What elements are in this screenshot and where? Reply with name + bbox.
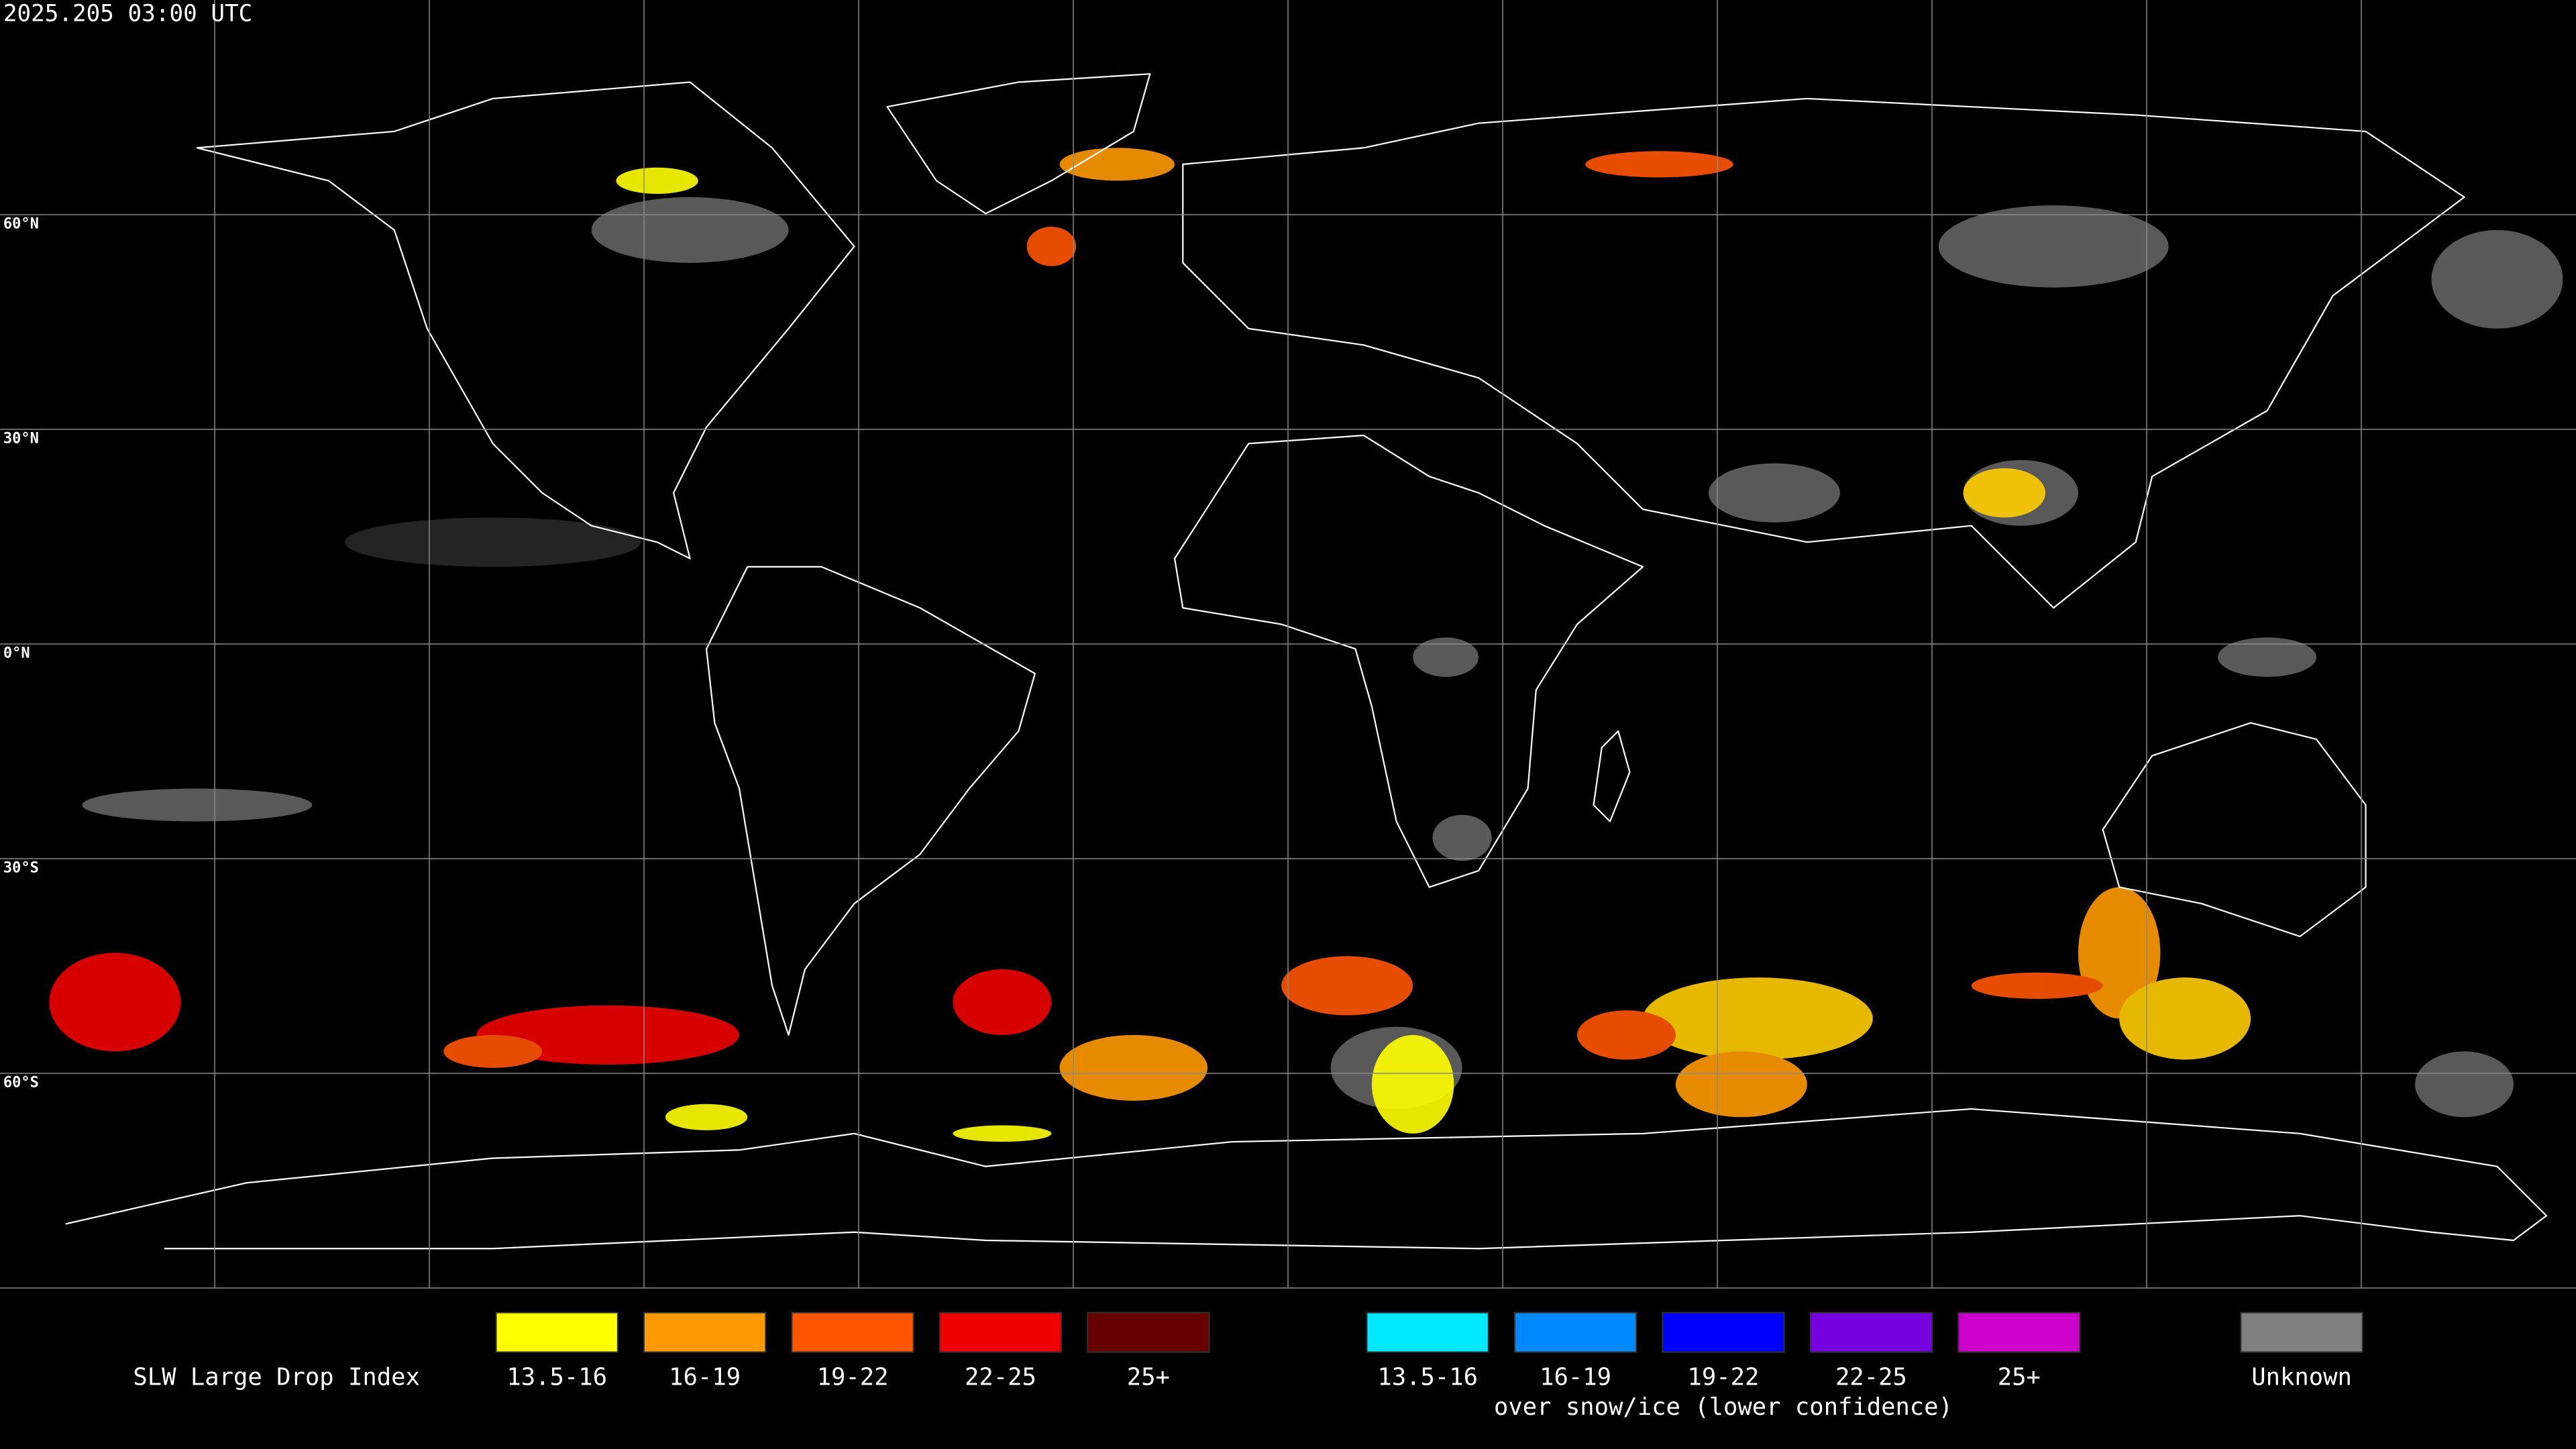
latitude-label: 60°S — [3, 1075, 39, 1091]
latitude-label: 0°N — [3, 645, 30, 662]
latitude-label: 30°N — [3, 431, 39, 447]
legend-label: 25+ — [1127, 1364, 1170, 1391]
legend-label: 22-25 — [1835, 1364, 1907, 1391]
legend-title: SLW Large Drop Index — [133, 1364, 419, 1391]
legend-label: 16-19 — [1540, 1364, 1611, 1391]
legend-label: 13.5-16 — [1377, 1364, 1478, 1391]
legend-label: 13.5-16 — [506, 1364, 607, 1391]
legend-swatch — [1662, 1311, 1785, 1353]
legend-label: 16-19 — [669, 1364, 741, 1391]
latitude-label: 30°S — [3, 860, 39, 877]
legend-swatch — [1087, 1311, 1210, 1353]
legend-label: 19-22 — [1688, 1364, 1760, 1391]
legend-swatch — [2240, 1311, 2363, 1353]
legend-swatch — [1957, 1311, 2081, 1353]
legend-note: over snow/ice (lower confidence) — [1494, 1393, 1953, 1421]
legend-label: 25+ — [1998, 1364, 2041, 1391]
latitude-labels: 60°N 30°N 0°N 30°S 60°S — [3, 216, 39, 1091]
graticule — [0, 0, 2576, 1289]
legend-swatch — [1366, 1311, 1489, 1353]
timestamp: 2025.205 03:00 UTC — [3, 1, 252, 28]
legend-label: Unknown — [2251, 1364, 2352, 1391]
legend: SLW Large Drop Index 13.5-16 16-19 19-22 22… — [133, 1311, 2363, 1421]
latitude-label: 60°N — [3, 216, 39, 233]
legend-label: 19-22 — [817, 1364, 889, 1391]
legend-swatch — [938, 1311, 1063, 1353]
coastlines — [65, 73, 2548, 1250]
legend-label: 22-25 — [965, 1364, 1036, 1391]
legend-swatch — [495, 1311, 619, 1353]
cloud-field — [49, 148, 2563, 1142]
legend-swatch — [1513, 1311, 1638, 1353]
legend-swatch — [1809, 1311, 1933, 1353]
legend-swatch — [643, 1311, 767, 1353]
legend-swatch — [791, 1311, 914, 1353]
